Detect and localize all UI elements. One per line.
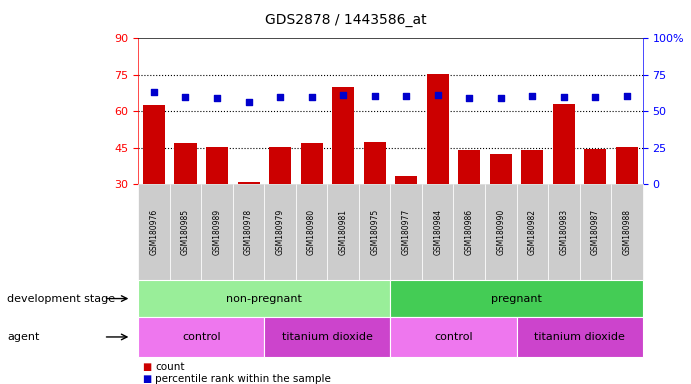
Text: development stage: development stage [7, 293, 115, 304]
Point [369, 93, 380, 99]
Bar [426, 74, 448, 184]
Point [621, 93, 632, 99]
Text: GSM180978: GSM180978 [244, 209, 253, 255]
Bar [206, 147, 228, 184]
Point [211, 95, 223, 101]
Bar [521, 150, 543, 184]
Point [495, 95, 507, 101]
Bar [490, 154, 512, 184]
Bar [553, 104, 575, 184]
Text: GDS2878 / 1443586_at: GDS2878 / 1443586_at [265, 13, 426, 27]
Text: non-pregnant: non-pregnant [227, 293, 302, 304]
Point [432, 92, 443, 98]
Text: titanium dioxide: titanium dioxide [534, 332, 625, 342]
Text: control: control [434, 332, 473, 342]
Text: titanium dioxide: titanium dioxide [282, 332, 373, 342]
Text: GSM180976: GSM180976 [149, 209, 158, 255]
Text: count: count [155, 361, 185, 372]
Bar [585, 149, 607, 184]
Text: ■: ■ [142, 374, 151, 384]
Point [338, 91, 349, 98]
Text: GSM180990: GSM180990 [496, 209, 505, 255]
Point [527, 93, 538, 99]
Text: pregnant: pregnant [491, 293, 542, 304]
Point [558, 94, 569, 100]
Point [464, 95, 475, 101]
Bar [269, 147, 291, 184]
Point [590, 94, 601, 101]
Text: control: control [182, 332, 220, 342]
Text: GSM180983: GSM180983 [559, 209, 568, 255]
Text: percentile rank within the sample: percentile rank within the sample [155, 374, 332, 384]
Text: GSM180986: GSM180986 [465, 209, 474, 255]
Text: GSM180987: GSM180987 [591, 209, 600, 255]
Text: GSM180985: GSM180985 [181, 209, 190, 255]
Bar [174, 143, 196, 184]
Bar [143, 105, 165, 184]
Point [306, 94, 317, 100]
Point [274, 94, 285, 101]
Point [180, 94, 191, 100]
Text: GSM180982: GSM180982 [528, 209, 537, 255]
Point [149, 89, 160, 96]
Bar [363, 142, 386, 184]
Bar [238, 182, 260, 184]
Point [401, 93, 412, 99]
Text: GSM180979: GSM180979 [276, 209, 285, 255]
Bar [395, 176, 417, 184]
Point [243, 99, 254, 105]
Text: GSM180989: GSM180989 [213, 209, 222, 255]
Text: GSM180980: GSM180980 [307, 209, 316, 255]
Text: GSM180984: GSM180984 [433, 209, 442, 255]
Text: GSM180981: GSM180981 [339, 209, 348, 255]
Bar [301, 143, 323, 184]
Text: agent: agent [7, 332, 39, 342]
Bar [332, 87, 354, 184]
Text: ■: ■ [142, 361, 151, 372]
Bar [616, 147, 638, 184]
Text: GSM180977: GSM180977 [401, 209, 410, 255]
Text: GSM180988: GSM180988 [623, 209, 632, 255]
Text: GSM180975: GSM180975 [370, 209, 379, 255]
Bar [458, 150, 480, 184]
